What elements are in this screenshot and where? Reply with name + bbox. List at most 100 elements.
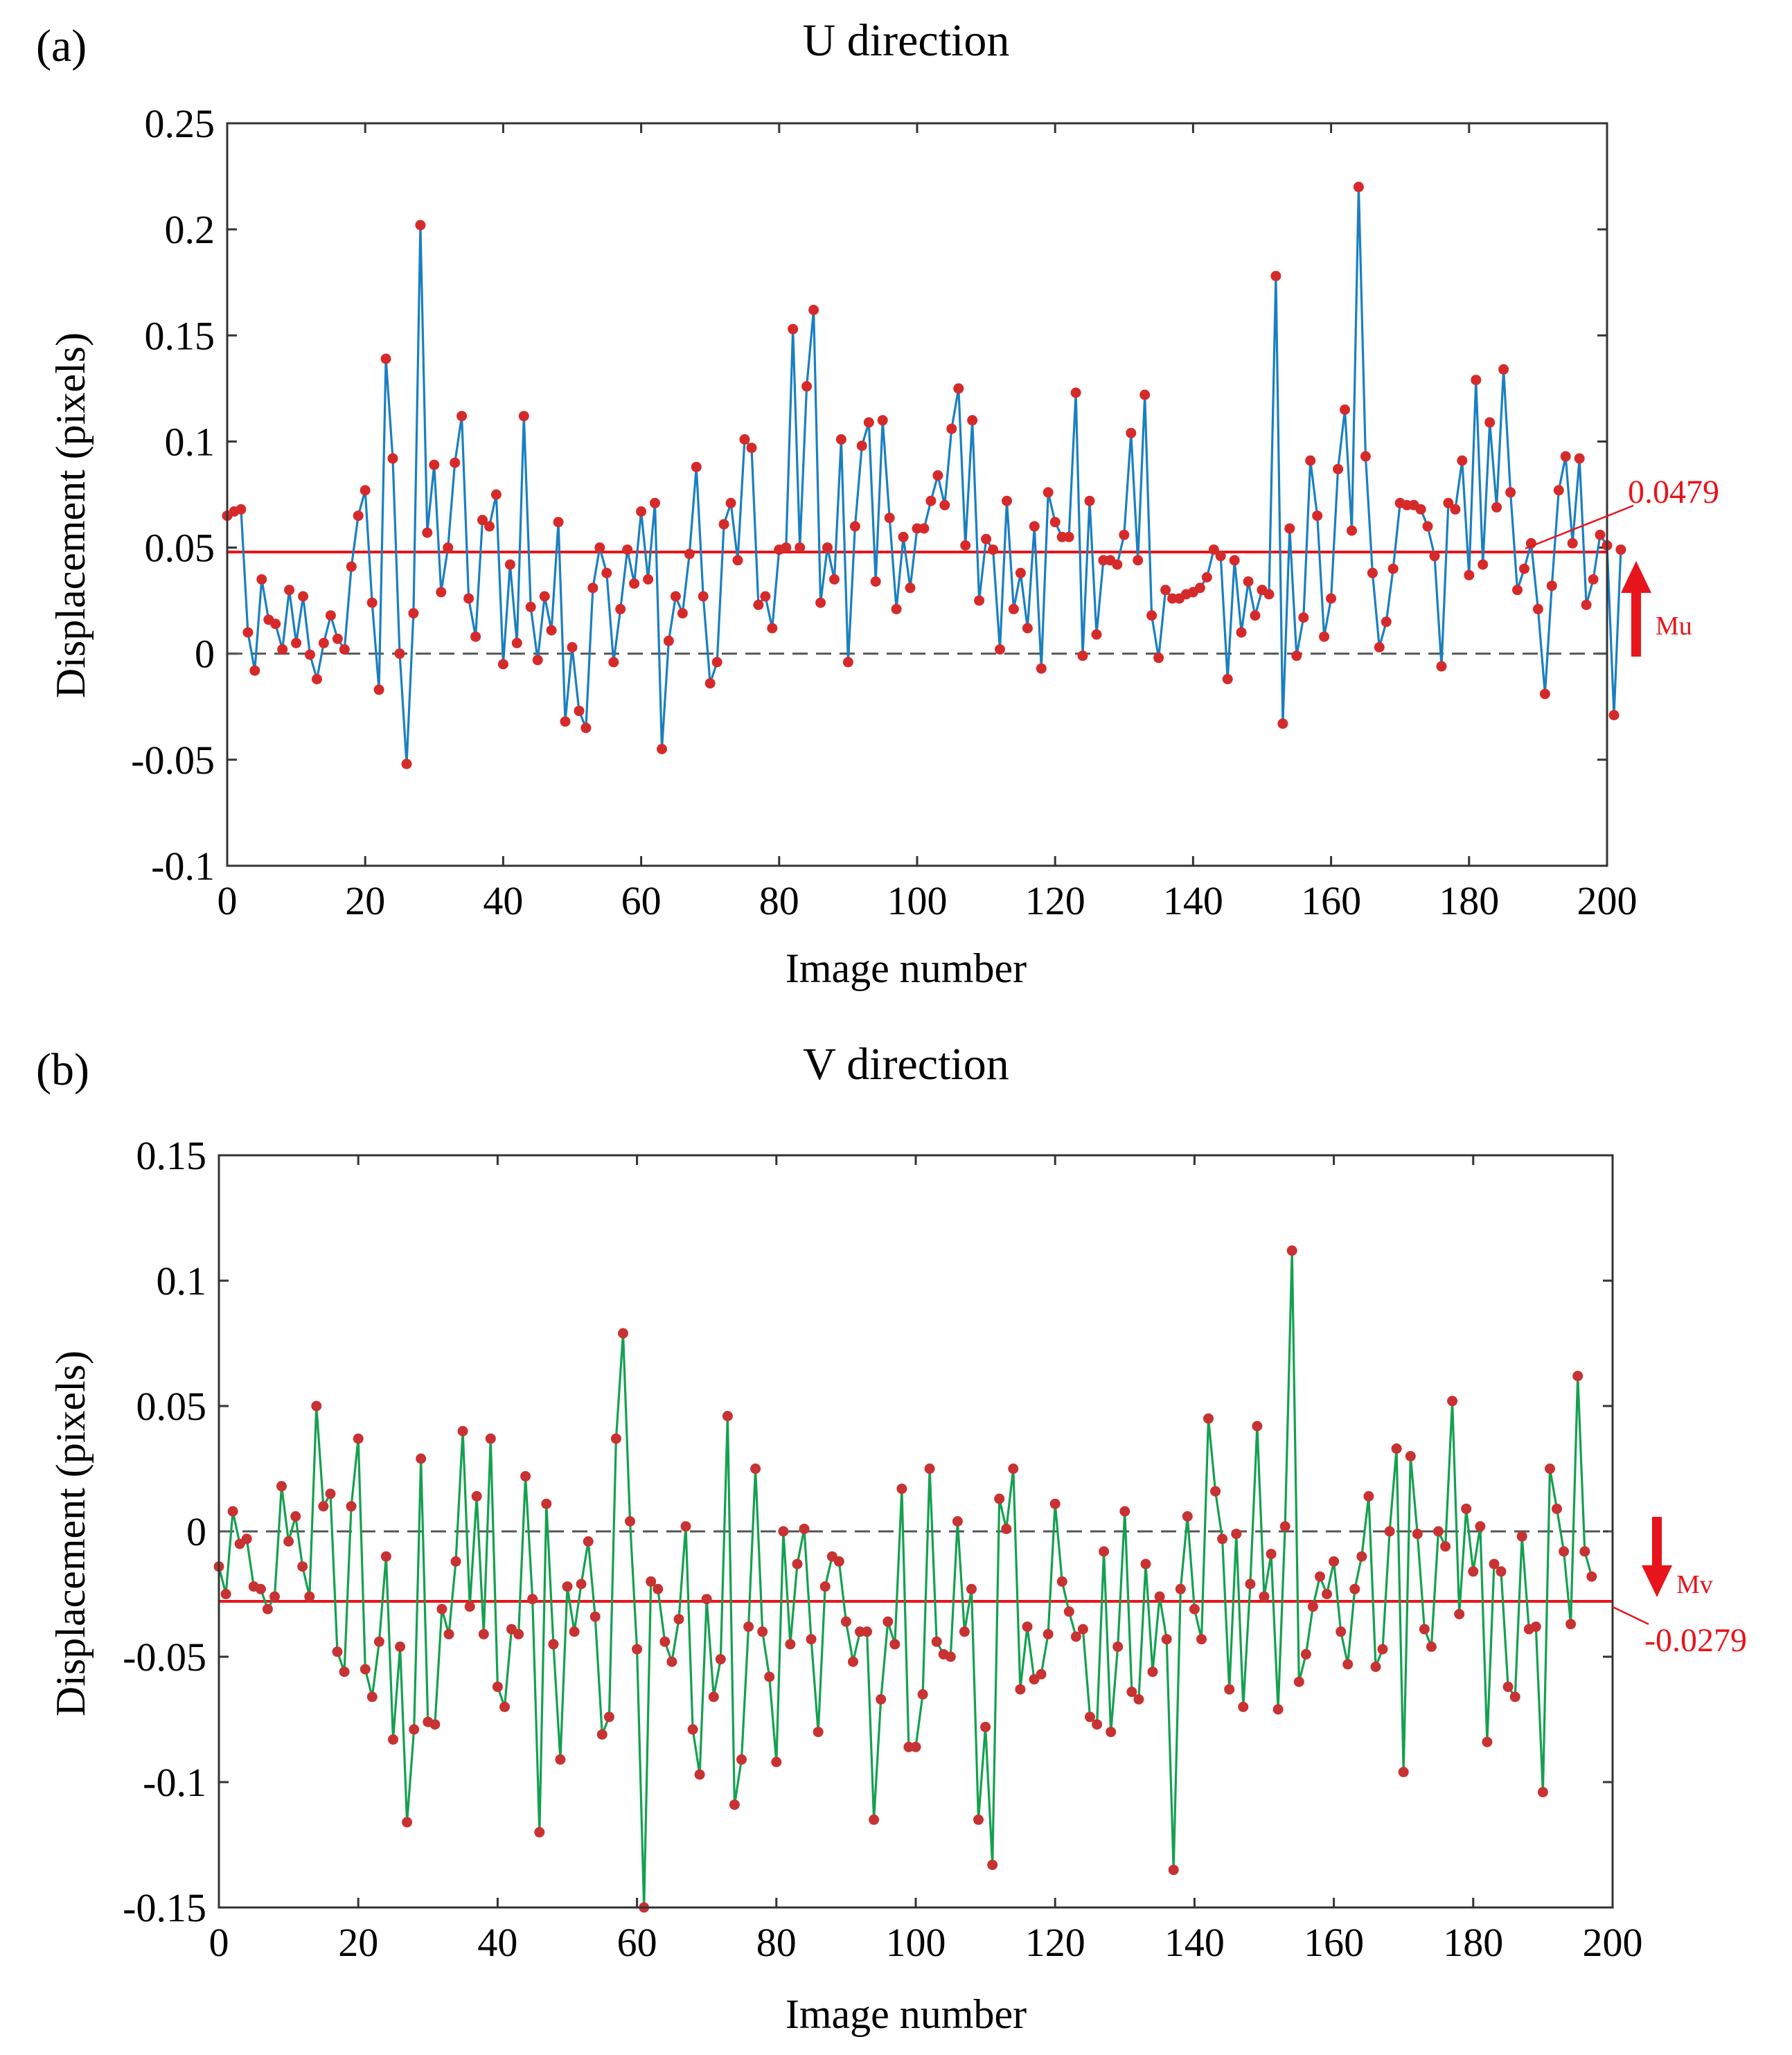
panel-a-data-point xyxy=(1588,574,1599,585)
panel-b-data-point xyxy=(1015,1684,1026,1695)
panel-b-data-point xyxy=(471,1491,482,1502)
panel-a-data-point xyxy=(822,542,833,553)
panel-a-data-point xyxy=(1112,559,1123,570)
panel-b-data-point xyxy=(1189,1603,1200,1614)
panel-a-data-point xyxy=(587,582,598,594)
panel-b-data-point xyxy=(785,1639,796,1650)
panel-a-data-point xyxy=(477,515,488,526)
panel-b-data-point xyxy=(1572,1371,1583,1382)
panel-a-y-tick-label: 0.25 xyxy=(145,101,215,146)
panel-a-data-point xyxy=(360,485,371,496)
panel-b-data-point xyxy=(813,1727,824,1738)
panel-a-data-point xyxy=(242,627,254,638)
panel-b-data-point xyxy=(596,1729,607,1740)
panel-a-data-point xyxy=(560,716,571,727)
panel-a-data-point xyxy=(1298,612,1309,623)
panel-a-data-point xyxy=(698,591,709,602)
panel-a-data-point xyxy=(953,383,964,394)
panel-a-title: U direction xyxy=(803,15,1010,66)
panel-a-data-point xyxy=(546,625,557,636)
panel-b-ylabel: Displacement (pixels) xyxy=(48,1351,94,1716)
panel-a-data-point xyxy=(1160,585,1171,596)
panel-b-data-point xyxy=(819,1581,831,1592)
panel-b-data-point xyxy=(1419,1623,1430,1635)
panel-b-data-point xyxy=(833,1556,844,1567)
panel-b-label: (b) xyxy=(36,1044,89,1095)
panel-b-y-tick-label: 0 xyxy=(186,1509,206,1554)
panel-b-data-point xyxy=(380,1551,391,1562)
panel-b-data-point xyxy=(966,1583,977,1594)
panel-b-data-point xyxy=(1307,1601,1318,1612)
panel-b-data-point xyxy=(987,1860,998,1870)
panel-a-data-point xyxy=(567,642,578,652)
panel-a-data-point xyxy=(1091,629,1102,640)
panel-a-data-point xyxy=(939,499,950,510)
panel-a-data-point xyxy=(456,411,468,422)
panel-b-data-point xyxy=(603,1711,614,1723)
panel-a-data-point xyxy=(636,506,647,517)
panel-b-data-point xyxy=(1322,1589,1332,1599)
panel-b-series xyxy=(218,1249,1593,1909)
panel-a-mu-arrow-icon xyxy=(1621,561,1651,593)
panel-b-data-point xyxy=(1502,1681,1514,1692)
panel-b-data-point xyxy=(625,1516,635,1527)
panel-b-data-point xyxy=(618,1328,628,1339)
panel-b-data-point xyxy=(610,1433,621,1444)
panel-b-data-point xyxy=(450,1556,461,1567)
panel-a-data-point xyxy=(580,722,592,733)
panel-b-data-point xyxy=(395,1642,406,1652)
panel-a-data-point xyxy=(249,665,260,676)
panel-a-plot-area: -0.1 -0.05 0 0.05 0.1 0.15 0.2 0.25 0 20 40 60 80 10… xyxy=(131,101,1637,923)
panel-b-data-point xyxy=(1022,1621,1033,1633)
panel-a-data-point xyxy=(1560,451,1571,462)
panel-a-data-point xyxy=(443,542,454,553)
panel-a-data-point xyxy=(1277,718,1288,729)
panel-a-data-point xyxy=(1429,551,1440,562)
panel-b-data-point xyxy=(799,1523,810,1534)
panel-b-mv-arrow-icon xyxy=(1642,1565,1672,1597)
panel-b-data-point xyxy=(1516,1531,1527,1542)
panel-b-mean-leader xyxy=(1612,1605,1649,1626)
panel-b-data-point xyxy=(353,1433,364,1444)
panel-a-data-point xyxy=(318,637,329,648)
panel-b-data-point xyxy=(1133,1694,1144,1705)
panel-a-data-point xyxy=(1146,610,1157,621)
panel-b-data-point xyxy=(1496,1566,1507,1577)
panel-a-x-tick-label: 80 xyxy=(759,878,799,923)
panel-a-data-point xyxy=(1201,572,1212,582)
panel-a-data-point xyxy=(1387,563,1399,574)
panel-b-data-point xyxy=(262,1603,273,1614)
panel-b-data-point xyxy=(1279,1521,1290,1532)
panel-a-y-tick-label: 0.1 xyxy=(165,419,215,464)
panel-a-data-point xyxy=(704,678,716,689)
panel-b-x-tick-label: 100 xyxy=(886,1920,946,1965)
panel-a-data-point xyxy=(1519,563,1529,574)
panel-a-data-point xyxy=(615,603,626,614)
panel-a-data-point xyxy=(905,582,916,594)
panel-b-data-point xyxy=(1259,1591,1270,1602)
panel-a-xlabel: Image number xyxy=(786,945,1027,991)
panel-b-data-point xyxy=(1509,1691,1520,1702)
panel-b-data-point xyxy=(722,1411,733,1421)
panel-b-data-point xyxy=(869,1814,880,1825)
panel-a-data-point xyxy=(1326,593,1337,604)
panel-b-data-point xyxy=(1231,1529,1242,1540)
panel-b-y-tick-label: -0.05 xyxy=(123,1635,206,1680)
panel-a-data-point xyxy=(1139,389,1151,400)
panel-b-data-point xyxy=(220,1589,231,1599)
panel-b-data-point xyxy=(1140,1558,1151,1569)
panel-b-data-point xyxy=(1461,1503,1472,1514)
panel-b-data-point xyxy=(994,1493,1005,1504)
panel-a-data-point xyxy=(1443,497,1454,508)
panel-a-data-point xyxy=(380,353,391,364)
panel-b-data-point xyxy=(750,1464,761,1474)
panel-a-data-point xyxy=(415,220,426,231)
panel-a-data-point xyxy=(677,608,688,619)
panel-a-data-point xyxy=(1415,504,1426,515)
panel-b-data-point xyxy=(952,1516,963,1527)
panel-b-data-point xyxy=(715,1654,726,1665)
panel-b-data-point xyxy=(339,1666,350,1678)
panel-b-data-point xyxy=(757,1626,768,1637)
panel-a-x-tick-label: 20 xyxy=(345,878,385,923)
panel-a-data-point xyxy=(277,644,288,655)
